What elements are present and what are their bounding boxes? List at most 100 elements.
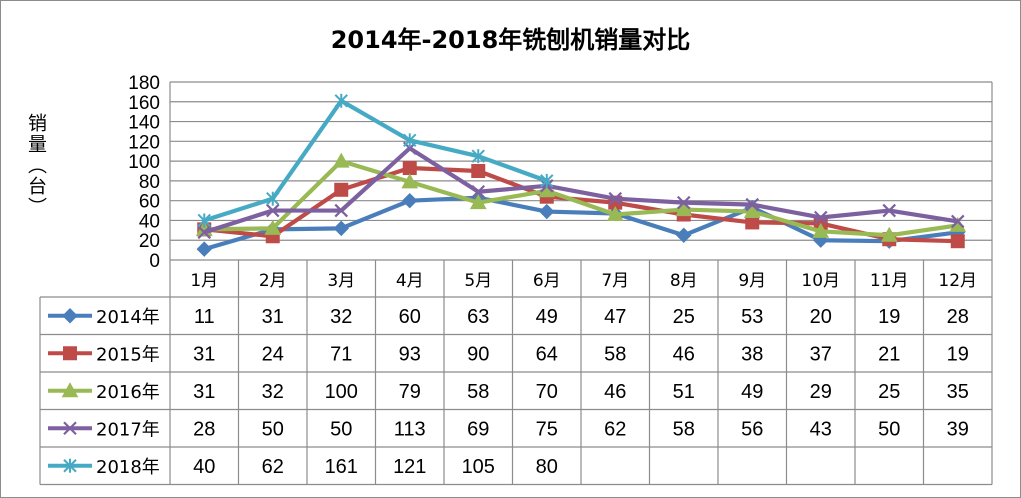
data-label: 56 xyxy=(741,418,763,440)
data-point-2017 xyxy=(197,225,212,240)
data-point-2016 xyxy=(743,203,761,219)
data-point-2014 xyxy=(196,241,212,257)
y-tick-label: 100 xyxy=(128,152,160,173)
data-label: 39 xyxy=(947,418,969,440)
legend-marker-2018 xyxy=(63,458,77,473)
data-label: 19 xyxy=(947,343,969,365)
data-label: 31 xyxy=(193,343,215,365)
data-label: 46 xyxy=(673,343,695,365)
data-point-2017 xyxy=(608,191,623,206)
y-tick-label: 0 xyxy=(149,251,160,272)
data-label: 58 xyxy=(673,418,695,440)
x-category-label: 2月 xyxy=(259,271,287,291)
series-layer xyxy=(195,93,967,257)
data-point-2017 xyxy=(676,195,691,210)
data-label: 11 xyxy=(194,306,215,328)
y-tick-label: 20 xyxy=(139,231,160,252)
data-point-2018 xyxy=(266,191,280,206)
data-label: 31 xyxy=(262,306,284,328)
data-label: 75 xyxy=(536,418,558,440)
data-label: 60 xyxy=(399,306,421,328)
data-label: 32 xyxy=(330,306,352,328)
legend-label: 2016年 xyxy=(96,382,160,403)
y-tick-label: 40 xyxy=(139,211,160,232)
data-point-2017 xyxy=(950,214,965,229)
data-label: 50 xyxy=(262,418,284,440)
data-label: 21 xyxy=(878,343,900,365)
data-point-2016 xyxy=(264,219,282,235)
data-point-2018 xyxy=(403,133,417,148)
x-category-label: 8月 xyxy=(670,271,698,291)
data-point-2017 xyxy=(265,203,280,218)
x-category-label: 9月 xyxy=(738,271,766,291)
data-point-2016 xyxy=(812,222,830,238)
y-tick-label: 140 xyxy=(128,113,160,134)
x-category-label: 10月 xyxy=(801,271,840,291)
data-label: 62 xyxy=(262,456,284,478)
data-label: 100 xyxy=(325,381,358,403)
data-label: 161 xyxy=(325,456,358,478)
data-label: 51 xyxy=(673,381,695,403)
x-category-label: 7月 xyxy=(601,271,629,291)
data-label: 50 xyxy=(330,418,352,440)
data-label: 80 xyxy=(536,456,558,478)
x-category-label: 1月 xyxy=(190,271,218,291)
data-label: 71 xyxy=(330,343,352,365)
data-point-2014 xyxy=(333,220,349,237)
y-tick-label: 180 xyxy=(128,73,160,94)
data-label: 121 xyxy=(393,456,426,478)
data-label: 40 xyxy=(193,456,215,478)
data-table: 1月 2月 3月 4月 5月 6月 7月 8月 9月 10月 11月 12月 2014年 11 31 32 60… xyxy=(39,259,993,486)
legend-marker-2015 xyxy=(63,346,77,361)
y-tick-label: 80 xyxy=(139,172,160,193)
data-point-2014 xyxy=(402,192,418,209)
data-label: 79 xyxy=(399,381,421,403)
data-label: 43 xyxy=(810,418,832,440)
data-label: 49 xyxy=(536,306,558,328)
x-category-label: 3月 xyxy=(327,271,355,291)
data-label: 47 xyxy=(604,306,626,328)
data-point-2018 xyxy=(197,213,211,228)
data-point-2017 xyxy=(334,203,349,218)
data-point-2016 xyxy=(401,173,419,189)
data-point-2014 xyxy=(539,203,555,220)
y-axis-label: 销量（台） xyxy=(25,112,47,218)
data-point-2014 xyxy=(676,227,692,243)
data-label: 70 xyxy=(536,381,558,403)
data-label: 28 xyxy=(193,418,215,440)
data-label: 38 xyxy=(741,343,763,365)
data-point-2017 xyxy=(813,210,828,225)
x-category-label: 4月 xyxy=(396,271,424,291)
data-point-2017 xyxy=(745,197,760,212)
data-label: 90 xyxy=(467,343,489,365)
data-label: 25 xyxy=(878,381,900,403)
data-point-2016 xyxy=(675,201,693,217)
data-label: 20 xyxy=(810,306,832,328)
data-point-2018 xyxy=(540,173,554,188)
data-label: 24 xyxy=(262,343,284,365)
data-point-2015 xyxy=(471,164,486,178)
y-tick-label: 120 xyxy=(128,132,160,153)
data-point-2016 xyxy=(606,205,624,222)
legend-label: 2017年 xyxy=(96,419,160,440)
data-label: 37 xyxy=(810,343,832,365)
data-label: 25 xyxy=(673,306,695,328)
data-point-2015 xyxy=(402,161,417,176)
data-label: 105 xyxy=(462,456,495,478)
data-label: 63 xyxy=(467,306,489,328)
data-label: 28 xyxy=(947,306,969,328)
series-line-2016 xyxy=(204,159,959,238)
data-label: 29 xyxy=(810,381,832,403)
series-line-2017 xyxy=(203,146,959,235)
data-point-2017 xyxy=(882,203,897,218)
data-point-2017 xyxy=(471,184,486,199)
x-category-label: 6月 xyxy=(533,271,561,291)
data-label: 46 xyxy=(604,381,626,403)
x-category-label: 12月 xyxy=(938,271,977,291)
data-label: 32 xyxy=(262,381,284,403)
x-category-label: 5月 xyxy=(464,271,492,291)
y-tick-label: 160 xyxy=(128,93,160,114)
series-line-2014 xyxy=(203,195,959,252)
y-tick-label: 60 xyxy=(139,192,160,213)
